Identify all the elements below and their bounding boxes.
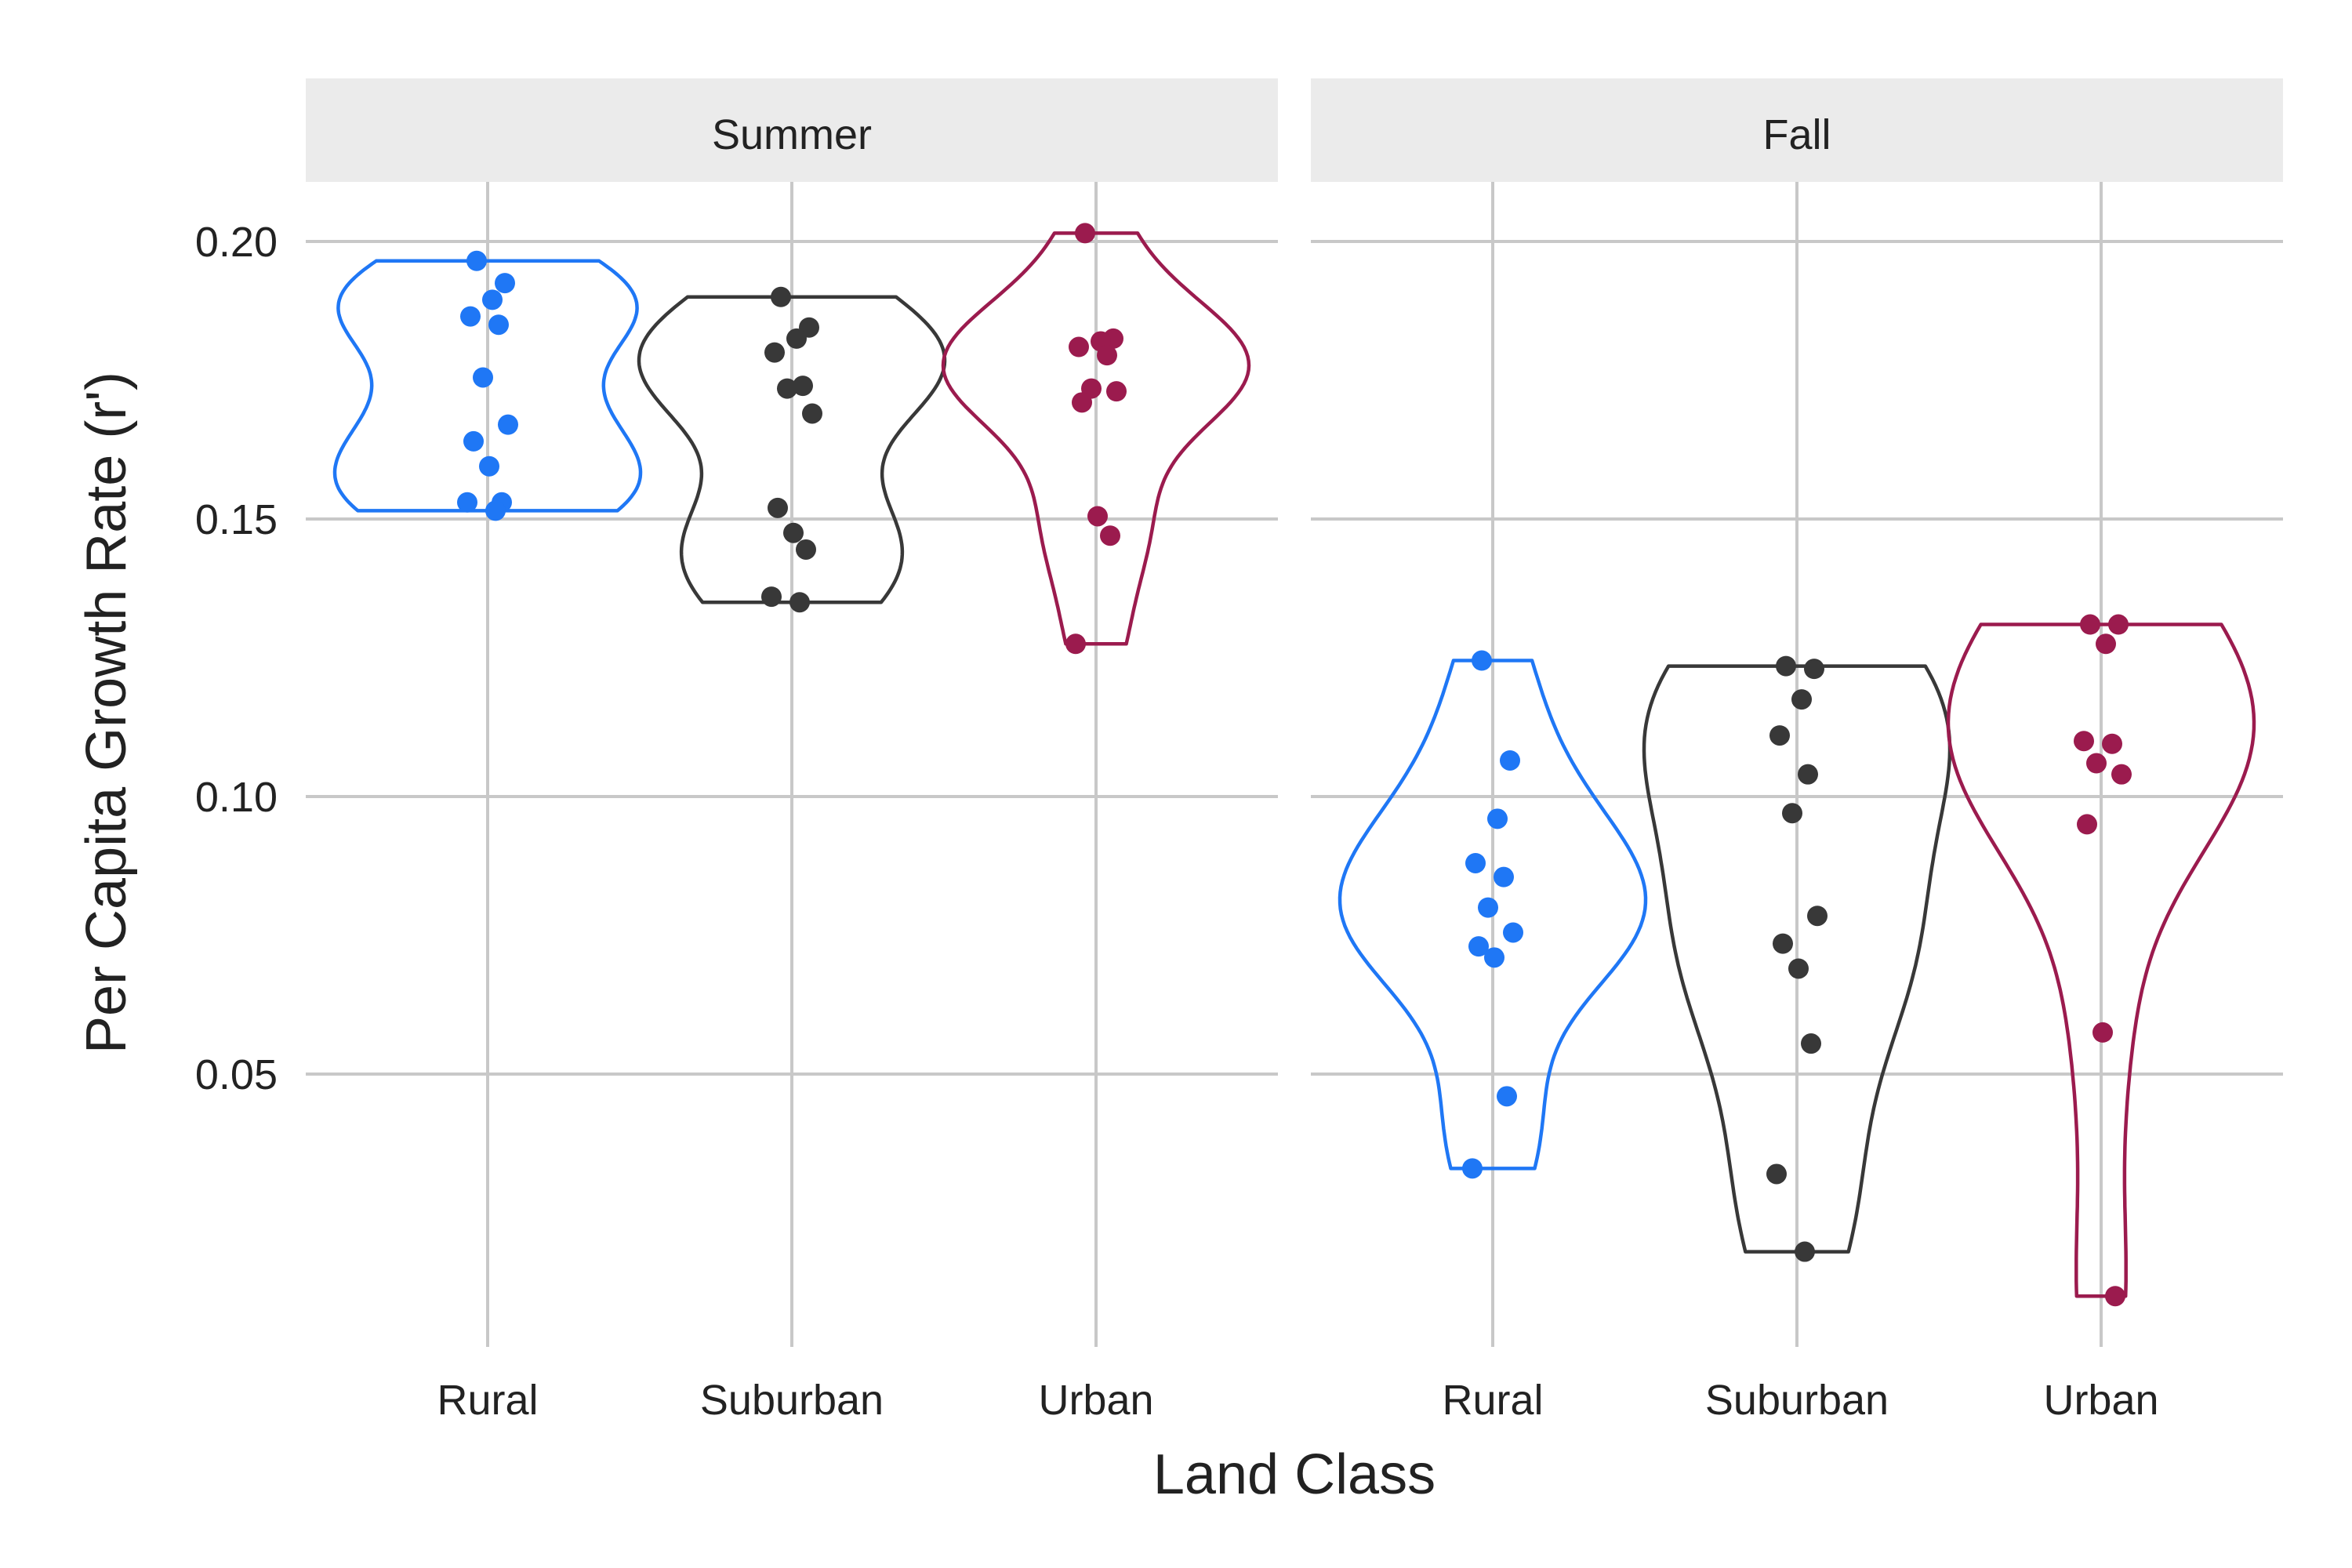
data-point [793, 376, 813, 397]
x-tick-label: Rural [1442, 1377, 1543, 1424]
data-point [1072, 392, 1092, 413]
data-point [460, 306, 481, 327]
data-point [771, 286, 791, 307]
data-point [485, 500, 506, 521]
violin-summer-rural [332, 259, 643, 513]
y-tick-label: 0.15 [195, 496, 278, 543]
facet-label: Fall [1762, 111, 1831, 158]
data-point [2092, 1022, 2113, 1043]
data-point [482, 289, 503, 310]
data-point [2108, 614, 2129, 635]
y-tick-label: 0.10 [195, 774, 278, 821]
data-point [1465, 852, 1486, 873]
data-point [1804, 659, 1824, 680]
data-point [777, 378, 797, 399]
data-point [2102, 733, 2122, 754]
x-tick-label: Rural [437, 1377, 538, 1424]
x-tick-label: Suburban [1705, 1377, 1889, 1424]
data-point [1494, 866, 1514, 887]
data-point [1075, 223, 1095, 244]
data-point [495, 273, 515, 294]
data-point [1069, 336, 1089, 358]
data-point [1497, 1086, 1517, 1107]
data-point [1097, 345, 1117, 366]
data-point [1788, 958, 1809, 979]
data-point [1791, 689, 1812, 710]
data-point [1769, 725, 1790, 746]
data-point [1087, 506, 1108, 527]
data-point [764, 342, 785, 363]
violin-summer-urban [941, 231, 1251, 646]
violin-fall-rural [1338, 659, 1648, 1171]
violin-fall-urban [1946, 622, 2256, 1298]
data-point [457, 492, 477, 513]
data-point [1472, 650, 1492, 671]
data-point [498, 414, 518, 435]
data-point [2080, 614, 2100, 635]
data-point [1462, 1158, 1483, 1179]
data-point [802, 403, 822, 424]
x-tick-label: Urban [1038, 1377, 1153, 1424]
data-point [768, 497, 788, 518]
data-point [479, 456, 499, 477]
data-point [473, 367, 493, 388]
violin-fall-suburban [1642, 664, 1952, 1254]
x-axis-title: Land Class [1153, 1443, 1436, 1506]
data-point [1807, 906, 1828, 927]
data-point [2077, 814, 2097, 835]
facet-label: Summer [712, 111, 872, 158]
data-point [1484, 947, 1504, 968]
data-point [488, 314, 509, 336]
data-point [1478, 897, 1498, 918]
data-point [1487, 808, 1508, 829]
data-point [466, 250, 487, 271]
facet-strip-fall [1311, 78, 2283, 182]
data-point [2105, 1286, 2125, 1307]
data-point [463, 430, 484, 452]
data-point [1773, 933, 1793, 954]
data-point [2096, 633, 2116, 655]
y-tick-label: 0.20 [195, 219, 278, 266]
x-tick-label: Suburban [700, 1377, 884, 1424]
facet-strip-summer [306, 78, 1278, 182]
x-tick-label: Urban [2043, 1377, 2158, 1424]
data-point [2074, 731, 2094, 752]
data-point [1468, 936, 1489, 957]
data-point [1798, 764, 1818, 785]
data-point [1100, 525, 1120, 546]
data-point [796, 539, 816, 560]
data-point [1782, 803, 1802, 824]
data-point [789, 592, 810, 613]
data-point [1065, 633, 1086, 655]
y-tick-label: 0.05 [195, 1051, 278, 1098]
data-point [783, 522, 804, 543]
data-point [1776, 655, 1796, 677]
data-point [1801, 1033, 1821, 1054]
data-point [786, 328, 807, 349]
data-point [761, 586, 782, 608]
data-point [2086, 753, 2107, 774]
data-point [1500, 750, 1520, 771]
data-point [1766, 1163, 1787, 1185]
data-point [1503, 922, 1523, 943]
data-point [1106, 381, 1127, 402]
data-point [2111, 764, 2132, 785]
y-axis-title: Per Capita Growth Rate (r') [75, 372, 138, 1054]
violin-summer-suburban [637, 295, 947, 604]
data-point [1795, 1241, 1815, 1262]
